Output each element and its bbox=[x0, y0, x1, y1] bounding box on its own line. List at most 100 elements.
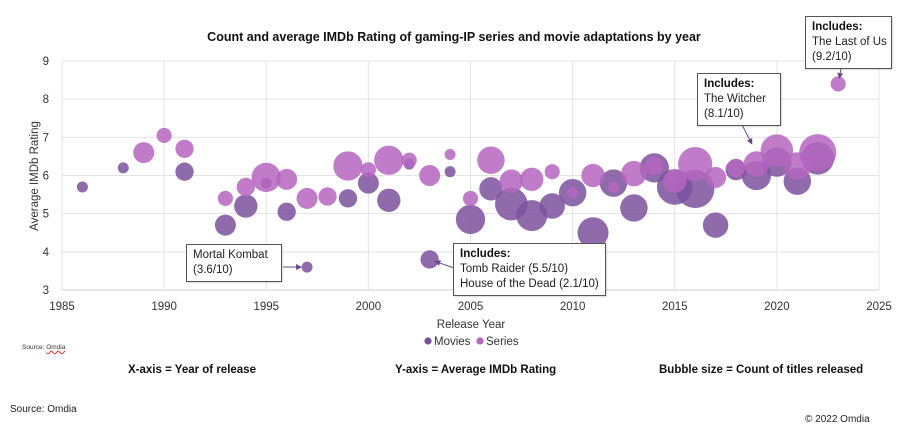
bubble-series bbox=[462, 190, 479, 206]
callout-line: (9.2/10) bbox=[812, 51, 852, 63]
callout-line: The Last of Us bbox=[812, 36, 887, 48]
bubble-series bbox=[607, 181, 619, 193]
axis-ticks: 3 4 5 6 7 8 9 1985 1990 1995 2000 2005 2010 2015 2020 2… bbox=[43, 56, 892, 313]
x-tick-label: 2005 bbox=[458, 301, 484, 313]
copyright: © 2022 Omdia bbox=[805, 414, 870, 425]
bubble-movies bbox=[377, 188, 401, 212]
bubble-series bbox=[544, 164, 560, 180]
x-axis-note: X-axis = Year of release bbox=[128, 364, 256, 376]
callout-line: Tomb Raider (5.5/10) bbox=[460, 263, 569, 275]
bubble-movies bbox=[301, 261, 313, 273]
bubble-series bbox=[760, 134, 794, 168]
bubble-series bbox=[726, 158, 746, 178]
bubble-series bbox=[296, 187, 318, 209]
chart-title: Count and average IMDb Rating of gaming-… bbox=[207, 30, 701, 44]
callout-the-last-of-us: Includes: The Last of Us (9.2/10) bbox=[805, 16, 892, 69]
bubble-series bbox=[567, 187, 579, 199]
source-note: Source: Omdia bbox=[10, 404, 77, 415]
bubble-movies bbox=[516, 200, 548, 232]
x-tick-label: 2000 bbox=[356, 301, 382, 313]
legend-label-series: Series bbox=[486, 336, 519, 348]
bubble-series bbox=[251, 162, 281, 193]
bubble-movies bbox=[76, 181, 88, 193]
x-tick-label: 2015 bbox=[662, 301, 688, 313]
bubble-movies bbox=[357, 172, 379, 194]
source-note-small: Source: Omdia bbox=[22, 344, 65, 351]
bubble-series bbox=[156, 127, 172, 143]
bubble-series bbox=[236, 177, 255, 197]
bubble-movies bbox=[338, 189, 358, 208]
bubble-movies bbox=[455, 204, 486, 235]
bubble-movies bbox=[702, 212, 729, 238]
x-tick-label: 2020 bbox=[764, 301, 790, 313]
y-tick-label: 5 bbox=[43, 209, 49, 221]
bubble-series bbox=[520, 167, 544, 191]
callout-arrow bbox=[434, 260, 455, 269]
bubble-series bbox=[360, 162, 376, 178]
callout-line: Mortal Kombat bbox=[193, 249, 268, 261]
bubble-series bbox=[645, 156, 664, 176]
bubbles bbox=[76, 76, 846, 273]
bubble-movies bbox=[577, 217, 609, 249]
callout-heading: Includes: bbox=[460, 248, 511, 260]
callout-line: (3.6/10) bbox=[193, 264, 233, 276]
bubble-series bbox=[401, 152, 417, 168]
bubble-movies bbox=[539, 193, 565, 219]
bubble-series bbox=[333, 151, 363, 181]
callout-tomb-raider: Includes: Tomb Raider (5.5/10) House of th… bbox=[453, 243, 606, 296]
bubble-series bbox=[799, 134, 837, 172]
x-tick-label: 1995 bbox=[253, 301, 279, 313]
bubble-movies bbox=[479, 177, 503, 201]
x-tick-label: 1985 bbox=[49, 301, 75, 313]
y-axis-note: Y-axis = Average IMDb Rating bbox=[395, 364, 557, 376]
callout-mortal-kombat: Mortal Kombat (3.6/10) bbox=[186, 244, 282, 282]
y-tick-label: 4 bbox=[43, 247, 50, 259]
source-small-label: Source: bbox=[22, 344, 47, 351]
bubble-series bbox=[477, 146, 505, 174]
bubble-movies bbox=[620, 194, 648, 222]
bubble-series bbox=[621, 160, 647, 187]
bubble-movies bbox=[117, 162, 129, 174]
bubble-series bbox=[678, 146, 713, 182]
bubble-series bbox=[217, 190, 233, 206]
bubble-series bbox=[499, 169, 524, 193]
callout-line: The Witcher bbox=[704, 93, 766, 105]
bubble-series bbox=[419, 165, 441, 186]
bubble-series bbox=[581, 163, 605, 188]
x-tick-label: 2025 bbox=[866, 301, 892, 313]
bubble-series bbox=[133, 142, 155, 164]
callout-line: (8.1/10) bbox=[704, 108, 744, 120]
y-tick-label: 3 bbox=[43, 285, 49, 297]
bubble-series bbox=[276, 168, 298, 190]
legend-label-movies: Movies bbox=[434, 336, 471, 348]
x-tick-label: 1990 bbox=[151, 301, 177, 313]
bubble-movies bbox=[234, 194, 258, 218]
x-tick-label: 2010 bbox=[560, 301, 586, 313]
bubble-movies bbox=[214, 214, 236, 236]
y-tick-label: 8 bbox=[43, 94, 49, 106]
bubble-series bbox=[830, 76, 846, 92]
x-axis-label: Release Year bbox=[437, 319, 506, 331]
bubble-series bbox=[175, 139, 194, 158]
y-tick-label: 9 bbox=[43, 56, 49, 68]
bubble-series bbox=[318, 187, 337, 206]
callout-heading: Includes: bbox=[704, 78, 755, 90]
bubble-series bbox=[663, 169, 687, 193]
bubble-series bbox=[444, 149, 456, 161]
bubble-series bbox=[705, 166, 727, 188]
legend-marker-movies bbox=[424, 337, 432, 345]
bubble-movies bbox=[420, 250, 439, 269]
y-tick-label: 7 bbox=[43, 132, 49, 144]
source-small-org: Omdia bbox=[46, 344, 66, 351]
bubble-movies bbox=[175, 162, 194, 181]
legend: Movies Series bbox=[424, 336, 519, 348]
bubble-size-note: Bubble size = Count of titles released bbox=[659, 364, 864, 376]
bubble-movies bbox=[444, 166, 456, 178]
callout-line: House of the Dead (2.1/10) bbox=[460, 278, 599, 290]
legend-marker-series bbox=[476, 337, 484, 345]
y-tick-label: 6 bbox=[43, 171, 49, 183]
bubble-series bbox=[374, 145, 404, 175]
y-axis-label: Average IMDb Rating bbox=[29, 121, 41, 231]
callout-the-witcher: Includes: The Witcher (8.1/10) bbox=[697, 73, 781, 126]
